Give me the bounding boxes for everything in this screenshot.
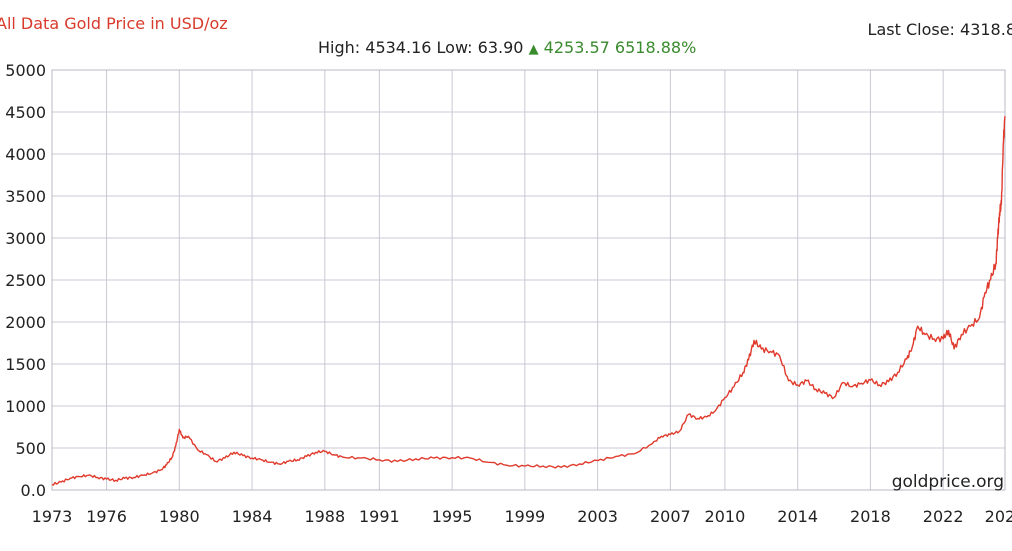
x-tick-label: 2003: [577, 507, 618, 526]
x-tick-label: 2014: [777, 507, 818, 526]
y-tick-label: 5000: [5, 61, 46, 80]
change-percent: 6518.88%: [614, 38, 697, 57]
last-close-label: Last Close:: [867, 20, 955, 39]
change-value: 4253.57: [543, 38, 610, 57]
y-tick-label: 4500: [5, 103, 46, 122]
y-tick-label: 1500: [5, 355, 46, 374]
high-value: 4534.16: [365, 38, 432, 57]
high-label: High:: [318, 38, 361, 57]
last-close-value: 4318.8: [960, 20, 1012, 39]
up-arrow-icon: ▲: [528, 42, 539, 57]
y-tick-label: 500: [15, 439, 46, 458]
y-axis-ticks: 0.0 500 1000 1500 2000 2500 3000 3500 4000 4500 50…: [5, 61, 46, 500]
low-label: Low:: [436, 38, 473, 57]
x-tick-label: 2010: [705, 507, 746, 526]
y-tick-label: 3500: [5, 187, 46, 206]
y-tick-label: 2500: [5, 271, 46, 290]
y-tick-label: 2000: [5, 313, 46, 332]
x-tick-label: 2018: [850, 507, 891, 526]
x-tick-label: 1976: [86, 507, 127, 526]
x-tick-label: 1988: [304, 507, 345, 526]
y-tick-label: 4000: [5, 145, 46, 164]
y-tick-label: 3000: [5, 229, 46, 248]
x-tick-label: 2025: [985, 507, 1012, 526]
x-tick-label: 2022: [923, 507, 964, 526]
x-axis-ticks: 1973 1976 1980 1984 1988 1991 1995 1999 2003 2007…: [32, 507, 1012, 526]
x-tick-label: 1995: [432, 507, 473, 526]
low-value: 63.90: [477, 38, 524, 57]
plot-frame: [51, 69, 1006, 491]
price-line: [51, 116, 1006, 486]
chart-title: All Data Gold Price in USD/oz: [0, 14, 228, 33]
y-tick-label: 1000: [5, 397, 46, 416]
x-tick-label: 1984: [232, 507, 273, 526]
x-tick-label: 1991: [359, 507, 400, 526]
last-close: Last Close: 4318.8: [868, 20, 1012, 39]
watermark: goldprice.org: [892, 472, 1004, 492]
x-tick-label: 1999: [505, 507, 546, 526]
price-stats: High: 4534.16 Low: 63.90 ▲ 4253.57 6518.…: [318, 38, 696, 57]
x-tick-label: 2007: [650, 507, 691, 526]
x-tick-label: 1973: [32, 507, 73, 526]
price-series: [51, 116, 1006, 486]
x-tick-label: 1980: [159, 507, 200, 526]
grid-lines: [51, 69, 1006, 491]
y-tick-label: 0.0: [21, 481, 46, 500]
